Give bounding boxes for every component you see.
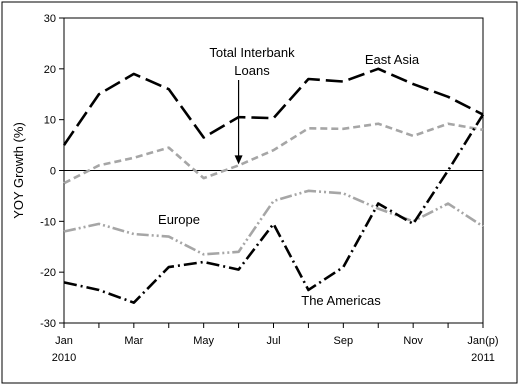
x-tick-label: Jan(p) [467,335,498,347]
series-line-the-americas [63,113,485,304]
annotation-east-asia: East Asia [365,52,420,67]
x-tick-label: Nov [403,335,423,347]
x-tick-label-year: 2010 [52,352,76,364]
y-tick-label: -10 [40,216,56,228]
x-tick-label-year: 2011 [471,352,495,364]
annotation-total-interbank-line2: Loans [234,63,270,78]
x-tick-label: Mar [124,335,143,347]
arrow-head [234,155,243,165]
y-tick-label: -20 [40,267,56,279]
y-tick-label: -30 [40,318,56,330]
x-tick-label: Jan [55,335,73,347]
x-tick-label: May [193,335,214,347]
series-line-total-interbank-loans [63,122,484,185]
x-tick-label: Sep [334,335,354,347]
y-tick-label: 30 [44,13,56,25]
y-axis-title: YOY Growth (%) [11,122,26,219]
y-tick-label: 10 [44,115,56,127]
x-tick-label: Jul [266,335,280,347]
annotation-europe: Europe [158,212,200,227]
annotation-the-americas: The Americas [301,293,381,308]
y-tick-label: 0 [50,166,56,178]
series-line-east-asia [62,67,484,146]
annotation-total-interbank-line1: Total Interbank [209,45,295,60]
y-tick-label: 20 [44,64,56,76]
